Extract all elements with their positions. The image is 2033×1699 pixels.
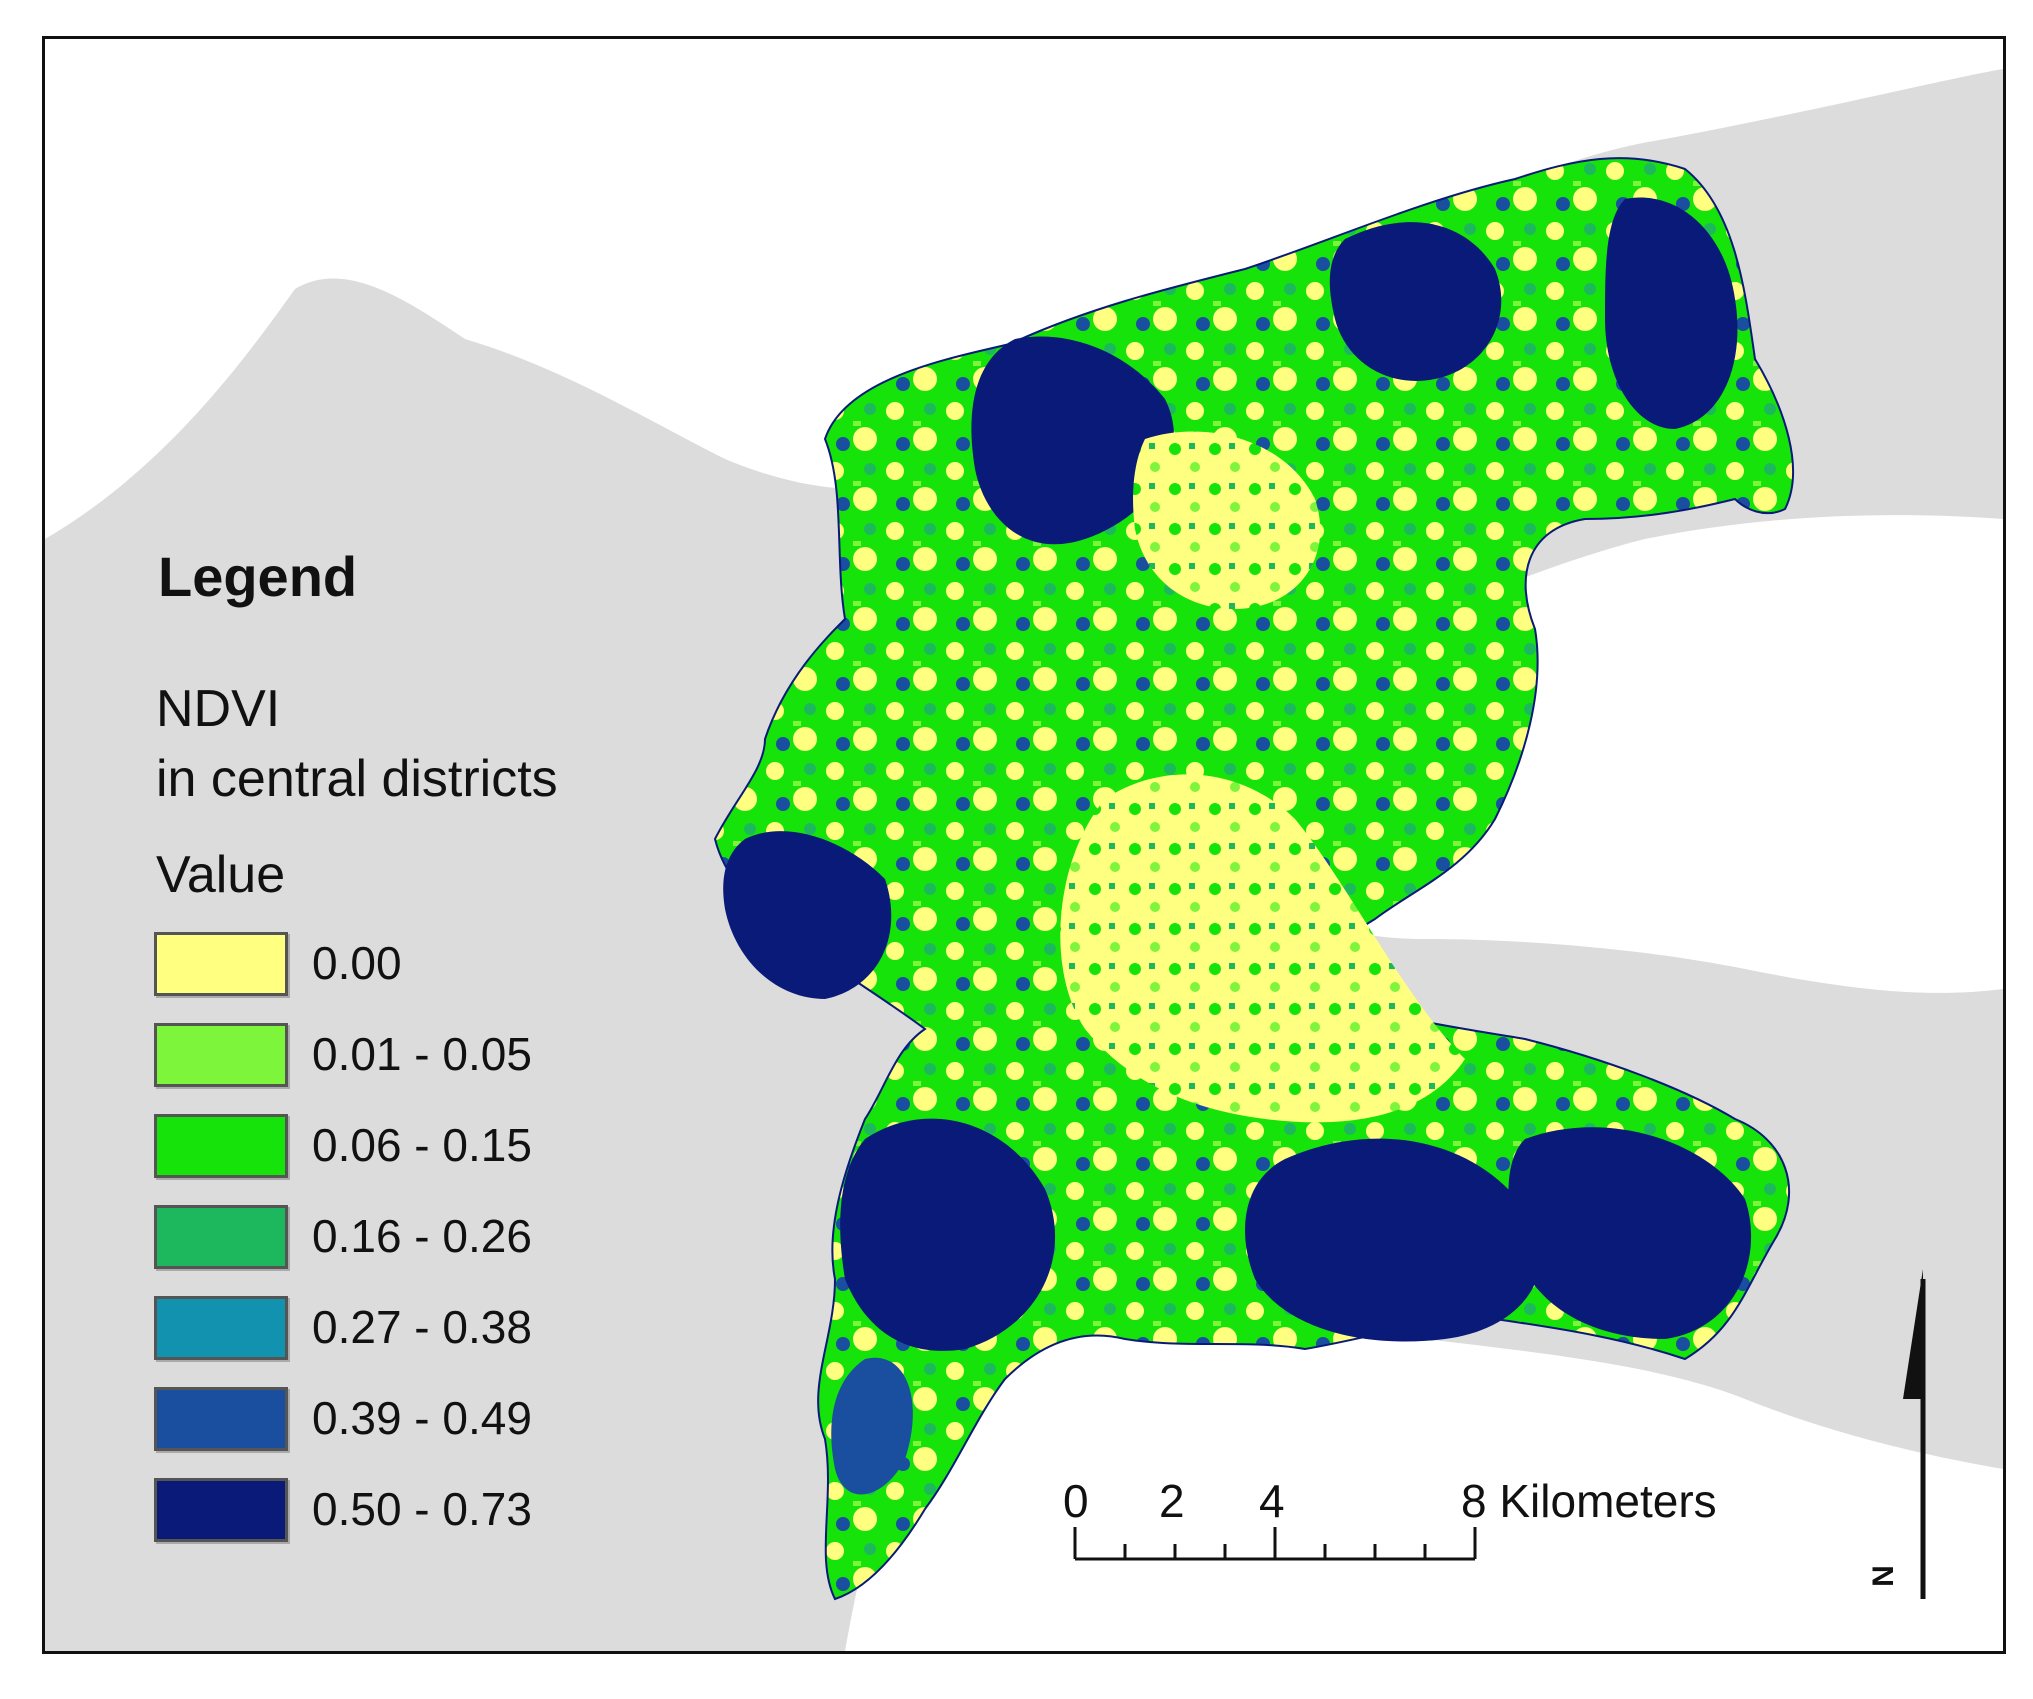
legend-item: 0.01 - 0.05 (154, 1023, 654, 1093)
legend-item-label: 0.50 - 0.73 (312, 1483, 532, 1535)
high-ndvi-patches (723, 197, 1752, 1495)
legend-layer-title-line2: in central districts (156, 750, 558, 808)
legend-item: 0.50 - 0.73 (154, 1478, 654, 1548)
legend-item-label: 0.06 - 0.15 (312, 1119, 532, 1171)
map-canvas (45, 69, 2003, 1651)
legend-item-label: 0.16 - 0.26 (312, 1210, 532, 1262)
legend-item: 0.16 - 0.26 (154, 1205, 654, 1275)
north-arrow-label: N (1866, 1565, 1900, 1587)
legend-item: 0.06 - 0.15 (154, 1114, 654, 1184)
legend-item-label: 0.39 - 0.49 (312, 1392, 532, 1444)
legend-title: Legend (158, 545, 358, 608)
map-frame: Legend NDVI in central districts Value 0… (42, 36, 2006, 1654)
legend-item-label: 0.01 - 0.05 (312, 1028, 532, 1080)
legend-swatch (154, 1478, 288, 1542)
legend-swatch (154, 1023, 288, 1087)
legend-field-label: Value (156, 846, 286, 904)
legend-swatch (154, 1205, 288, 1269)
legend-item: 0.27 - 0.38 (154, 1296, 654, 1366)
legend-item: 0.00 (154, 932, 654, 1002)
legend-swatch (154, 1387, 288, 1451)
north-arrow-icon (1903, 1269, 1926, 1599)
scale-label-4: 4 (1259, 1475, 1285, 1527)
scale-label-2: 2 (1159, 1475, 1185, 1527)
legend-item-label: 0.00 (312, 937, 402, 989)
urban-core (1060, 431, 1465, 1123)
legend-swatch (154, 932, 288, 996)
legend-item: 0.39 - 0.49 (154, 1387, 654, 1457)
legend-layer-title-line1: NDVI (156, 680, 281, 738)
scale-label-0: 0 (1063, 1475, 1089, 1527)
legend-layer-title: NDVI in central districts (156, 674, 558, 814)
legend-swatch (154, 1296, 288, 1360)
legend-item-label: 0.27 - 0.38 (312, 1301, 532, 1353)
scale-bar (1073, 1527, 1477, 1561)
legend-swatch (154, 1114, 288, 1178)
scale-label-8-km: 8 Kilometers (1461, 1475, 1717, 1527)
